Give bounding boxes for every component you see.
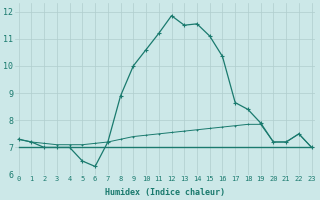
X-axis label: Humidex (Indice chaleur): Humidex (Indice chaleur): [105, 188, 225, 197]
